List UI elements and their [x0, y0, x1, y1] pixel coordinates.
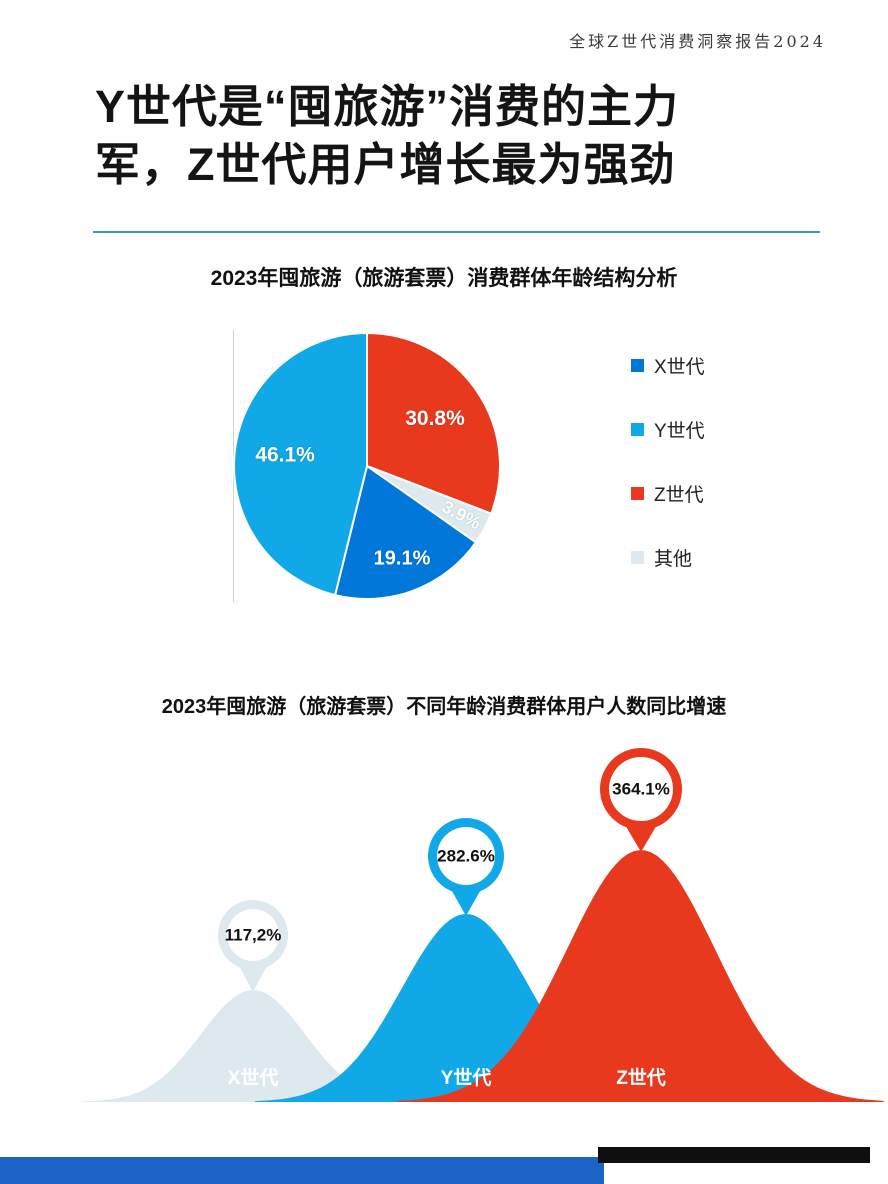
curve-name-label: X世代 [228, 1067, 279, 1089]
legend-swatch [631, 423, 644, 436]
pie-chart-title: 2023年囤旅游（旅游套票）消费群体年龄结构分析 [210, 267, 678, 290]
legend-item: Z世代 [631, 480, 705, 507]
legend-label: X世代 [654, 357, 705, 378]
pie-slice-label: 19.1% [374, 548, 431, 570]
footer-blue-bar [0, 1157, 604, 1184]
pin-value-label: 282.6% [437, 846, 495, 865]
legend-swatch [631, 487, 644, 500]
pin-inner [609, 757, 673, 821]
report-header: 全球Z世代消费洞察报告2024 [569, 32, 826, 51]
legend-label: Z世代 [654, 485, 704, 506]
pin-inner [437, 827, 495, 885]
growth-chart: 117,2% X世代 282.6% Y世代 364.1% Z世代 [81, 748, 886, 1102]
page-title-line2: 军，Z世代用户增长最为强劲 [95, 138, 676, 190]
footer-black-bar [598, 1147, 870, 1163]
pin-inner [227, 909, 279, 961]
pie-chart: 30.8%3.9%19.1%46.1% [233, 331, 501, 600]
legend-swatch [631, 551, 644, 564]
curve-name-label: Y世代 [441, 1067, 492, 1089]
growth-chart-title: 2023年囤旅游（旅游套票）不同年龄消费群体用户人数同比增速 [161, 696, 727, 718]
legend-item: Y世代 [631, 416, 705, 443]
legend-item: X世代 [631, 352, 705, 379]
pin-value-label: 364.1% [612, 779, 670, 798]
title-divider [93, 231, 820, 233]
pie-legend: X世代 Y世代 Z世代其他 [631, 352, 705, 571]
page-title-line1: Y世代是“囤旅游”消费的主力 [95, 81, 680, 132]
bell-curve [396, 850, 886, 1102]
legend-label: 其他 [654, 549, 693, 570]
legend-swatch [631, 359, 644, 372]
pie-slice-label: 30.8% [405, 407, 465, 430]
bell-curve [81, 990, 425, 1102]
legend-item: 其他 [631, 544, 705, 571]
pie-slice [333, 464, 478, 600]
pie-slice [233, 331, 368, 597]
pin-value-label: 117,2% [225, 925, 282, 944]
pie-slice-label: 46.1% [255, 444, 315, 467]
legend-label: Y世代 [654, 421, 705, 442]
pie-slice [366, 331, 501, 515]
curve-name-label: Z世代 [616, 1067, 666, 1089]
page-title: Y世代是“囤旅游”消费的主力 军，Z世代用户增长最为强劲 [95, 78, 835, 193]
